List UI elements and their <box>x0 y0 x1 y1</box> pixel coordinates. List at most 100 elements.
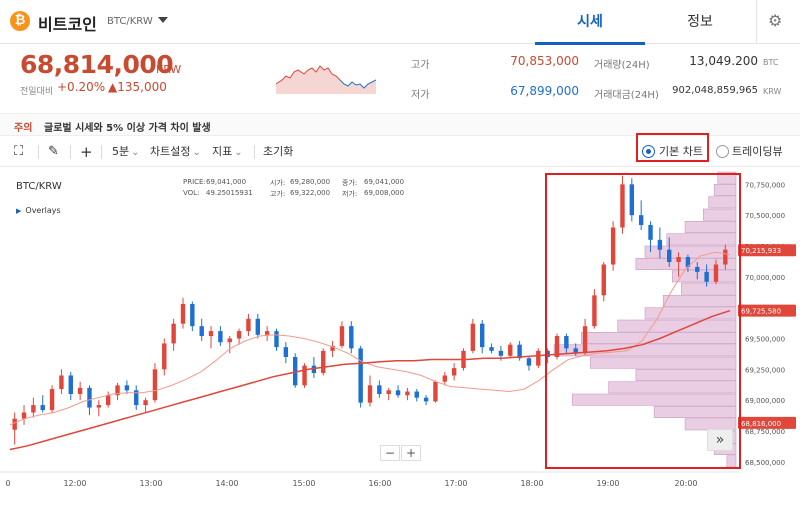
candle-body <box>451 368 457 376</box>
interval-select[interactable]: 5분 <box>112 137 140 167</box>
candle-body <box>386 390 391 394</box>
chart-settings-menu[interactable]: 차트설정 <box>150 137 201 167</box>
candle-body <box>152 369 158 401</box>
indicators-menu[interactable]: 지표 <box>212 137 243 167</box>
trade-amount-label: 거래대금(24H) <box>594 90 659 101</box>
crosshair-icon[interactable]: + <box>80 143 93 161</box>
candle-body <box>358 348 363 403</box>
candle-body <box>208 331 214 337</box>
candle-body <box>423 397 429 402</box>
x-tick-label: 19:00 <box>596 479 619 488</box>
candle-body <box>21 412 27 419</box>
highlight-box-recent-area <box>545 173 741 469</box>
tradingview-label[interactable]: 트레이딩뷰 <box>732 145 783 158</box>
price-chart[interactable]: 70,750,00070,500,00070,250,00070,000,000… <box>0 168 800 505</box>
scroll-to-latest-button[interactable]: » <box>707 429 733 451</box>
candle-body <box>283 347 289 357</box>
divider <box>254 145 255 159</box>
candle-body <box>31 405 36 413</box>
tradingview-radio[interactable] <box>716 145 729 158</box>
candle-body <box>330 345 335 351</box>
candle-body <box>414 391 419 398</box>
volume-unit: BTC <box>763 58 779 67</box>
zoom-out-button[interactable]: − <box>380 445 400 461</box>
volume-profile-bar <box>608 381 737 394</box>
ohlc-low: 69,008,000 <box>364 189 405 197</box>
chart-toolbar: ⛶ ✎ + 5분 차트설정 지표 초기화 기본 차트 트레이딩뷰 <box>0 137 800 167</box>
overlays-toggle[interactable]: Overlays <box>16 206 60 215</box>
price-tag-label: 69,725,580 <box>741 308 781 316</box>
candle-body <box>227 338 232 343</box>
candle-body <box>601 264 606 296</box>
volume-profile-bar <box>717 171 737 184</box>
candle-body <box>292 357 298 386</box>
volume-profile-bar <box>708 196 737 209</box>
candle-body <box>59 375 64 390</box>
candle-body <box>695 266 700 272</box>
candle-body <box>302 365 307 386</box>
tab-info[interactable]: 정보 <box>687 14 713 30</box>
candle-body <box>255 318 260 335</box>
candle-body <box>648 225 653 240</box>
candle-body <box>508 344 513 356</box>
volume-profile-bar <box>553 344 737 357</box>
candle-body <box>87 387 92 408</box>
candle-body <box>190 303 195 327</box>
low-label: 저가 <box>411 90 430 101</box>
y-tick-label: 69,000,000 <box>745 397 785 405</box>
candle-body <box>162 343 167 370</box>
volume-profile-bar <box>644 245 737 258</box>
pair-dropdown-icon[interactable] <box>158 17 168 23</box>
trade-amount-unit: KRW <box>763 87 782 96</box>
divider <box>756 0 757 44</box>
ohlc-high: 69,322,000 <box>290 189 331 197</box>
candle-body <box>171 323 176 344</box>
gear-icon[interactable]: ⚙ <box>768 11 783 30</box>
candle-body <box>433 381 438 402</box>
sparkline-up <box>276 65 341 85</box>
notice-text: 글로벌 시세와 5% 이상 가격 차이 발생 <box>44 123 211 134</box>
candle-body <box>629 184 635 216</box>
candle-body <box>246 318 251 332</box>
candle-body <box>582 326 588 354</box>
basic-chart-label[interactable]: 기본 차트 <box>659 145 703 158</box>
x-tick-label: 0 <box>5 479 10 488</box>
reset-button[interactable]: 초기화 <box>263 145 294 158</box>
fullscreen-icon[interactable]: ⛶ <box>14 144 24 159</box>
price-unit: KRW <box>156 63 182 76</box>
candle-body <box>349 326 354 349</box>
candle-body <box>321 350 326 374</box>
trade-amount-value: 902,048,859,965 <box>672 85 758 96</box>
y-tick-label: 70,750,000 <box>745 181 785 189</box>
x-tick-label: 14:00 <box>215 479 238 488</box>
candle-body <box>573 348 578 354</box>
change-percent: +0.20% <box>57 80 106 94</box>
divider <box>70 145 71 159</box>
divider <box>101 145 102 159</box>
low-value: 67,899,000 <box>510 84 579 98</box>
notice-tag: 주의 <box>14 123 33 134</box>
price-tag-label: 68,816,000 <box>741 420 781 428</box>
current-price: 68,814,000 <box>20 50 174 79</box>
candle-body <box>545 350 550 357</box>
basic-chart-radio[interactable] <box>642 145 655 158</box>
pencil-icon[interactable]: ✎ <box>48 144 59 159</box>
volume-profile-bar <box>681 282 737 295</box>
ohlc-high-label: 고가: <box>270 190 286 198</box>
high-label: 고가 <box>411 60 430 71</box>
candle-body <box>124 385 130 391</box>
tab-market-price[interactable]: 시세 <box>535 0 645 45</box>
zoom-in-button[interactable]: + <box>401 445 421 461</box>
candle-body <box>517 344 522 359</box>
candle-body <box>115 385 120 396</box>
volume-profile-bar <box>590 356 737 369</box>
candle-body <box>68 375 73 394</box>
chart-pair-title: BTC/KRW <box>16 181 62 192</box>
ohlc-vol-label: VOL: <box>183 189 200 197</box>
volume-profile-bar <box>726 455 737 468</box>
change-label: 전일대비 <box>20 87 54 97</box>
volume-profile-bar <box>653 406 737 418</box>
volume-label: 거래량(24H) <box>594 60 650 71</box>
x-tick-label: 15:00 <box>292 479 315 488</box>
ma-long-line <box>9 309 731 451</box>
